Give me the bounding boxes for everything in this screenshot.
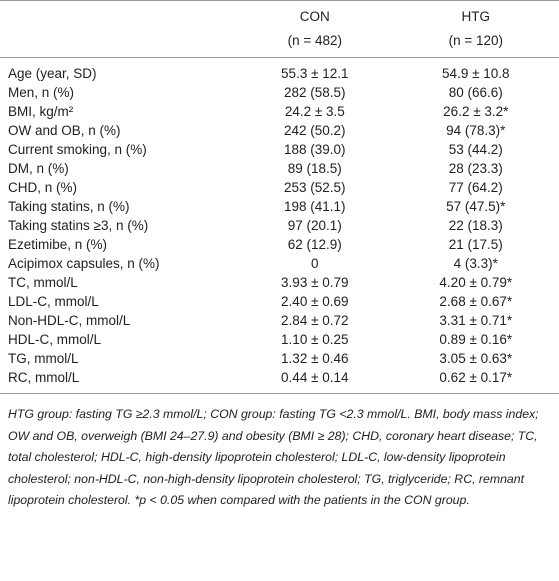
row-label: Acipimox capsules, n (%) xyxy=(8,256,160,271)
cell: 4.20 ± 0.79* xyxy=(439,275,513,290)
cell: 22 (18.3) xyxy=(448,218,503,233)
cell: 24.2 ± 3.5 xyxy=(284,104,345,119)
cell: 0.44 ± 0.14 xyxy=(237,368,393,394)
cell: 57 (47.5)* xyxy=(446,199,506,214)
row-label: CHD, n (%) xyxy=(8,180,78,195)
header-cell: (n = 482) xyxy=(237,25,393,58)
row-label: Men, n (%) xyxy=(8,85,75,100)
header-row: CON HTG xyxy=(0,0,559,25)
cell: 28 (23.3) xyxy=(448,161,503,176)
cell: 55.3 ± 12.1 xyxy=(281,66,349,81)
row-label: TC, mmol/L xyxy=(8,275,78,290)
table-row: TG, mmol/L 1.32 ± 0.46 3.05 ± 0.63* xyxy=(0,349,559,368)
cell: 97 (20.1) xyxy=(287,218,342,233)
cell: 0.62 ± 0.17* xyxy=(392,368,559,394)
cell: 1.32 ± 0.46 xyxy=(281,351,349,366)
cell: 62 (12.9) xyxy=(287,237,342,252)
cell: 2.84 ± 0.72 xyxy=(281,313,349,328)
row-label: RC, mmol/L xyxy=(0,368,237,394)
table-row: Non-HDL-C, mmol/L 2.84 ± 0.72 3.31 ± 0.71* xyxy=(0,311,559,330)
table-row: CHD, n (%) 253 (52.5) 77 (64.2) xyxy=(0,178,559,197)
table-row: Acipimox capsules, n (%) 0 4 (3.3)* xyxy=(0,254,559,273)
table-row: OW and OB, n (%) 242 (50.2) 94 (78.3)* xyxy=(0,121,559,140)
cell: 198 (41.1) xyxy=(284,199,346,214)
cell: 2.68 ± 0.67* xyxy=(439,294,513,309)
cell: 2.40 ± 0.69 xyxy=(281,294,349,309)
cell: 53 (44.2) xyxy=(448,142,503,157)
row-label: Ezetimibe, n (%) xyxy=(8,237,108,252)
header-row: (n = 482) (n = 120) xyxy=(0,25,559,58)
table-row: Men, n (%) 282 (58.5) 80 (66.6) xyxy=(0,83,559,102)
cell: 26.2 ± 3.2* xyxy=(443,104,509,119)
cell: 188 (39.0) xyxy=(284,142,346,157)
cell: 242 (50.2) xyxy=(284,123,346,138)
row-label: OW and OB, n (%) xyxy=(8,123,121,138)
table-row: Age (year, SD) 55.3 ± 12.1 54.9 ± 10.8 xyxy=(0,58,559,84)
cell: 77 (64.2) xyxy=(448,180,503,195)
row-label: BMI, kg/m² xyxy=(8,104,74,119)
cell: 94 (78.3)* xyxy=(446,123,506,138)
cell: 89 (18.5) xyxy=(287,161,342,176)
data-table: CON HTG (n = 482) (n = 120) Age (year, S… xyxy=(0,0,559,394)
cell: 80 (66.6) xyxy=(448,85,503,100)
table-body: Age (year, SD) 55.3 ± 12.1 54.9 ± 10.8 Men,… xyxy=(0,58,559,394)
row-label: Age (year, SD) xyxy=(8,66,97,81)
table-row: LDL-C, mmol/L 2.40 ± 0.69 2.68 ± 0.67* xyxy=(0,292,559,311)
cell: 282 (58.5) xyxy=(284,85,346,100)
cell: 3.05 ± 0.63* xyxy=(439,351,513,366)
header-blank xyxy=(0,0,237,25)
cell: 253 (52.5) xyxy=(284,180,346,195)
cell: 3.93 ± 0.79 xyxy=(281,275,349,290)
cell: 0 xyxy=(311,256,319,271)
row-label: Current smoking, n (%) xyxy=(8,142,147,157)
cell: 0.89 ± 0.16* xyxy=(439,332,513,347)
header-cell: CON xyxy=(237,0,393,25)
table-row: DM, n (%) 89 (18.5) 28 (23.3) xyxy=(0,159,559,178)
table-row: Taking statins, n (%) 198 (41.1) 57 (47.5)… xyxy=(0,197,559,216)
row-label: Non-HDL-C, mmol/L xyxy=(8,313,131,328)
table-row: BMI, kg/m² 24.2 ± 3.5 26.2 ± 3.2* xyxy=(0,102,559,121)
header-cell: HTG xyxy=(392,0,559,25)
cell: 3.31 ± 0.71* xyxy=(439,313,513,328)
row-label: Taking statins ≥3, n (%) xyxy=(8,218,149,233)
header-blank xyxy=(0,25,237,58)
table-row: HDL-C, mmol/L 1.10 ± 0.25 0.89 ± 0.16* xyxy=(0,330,559,349)
cell: 21 (17.5) xyxy=(448,237,503,252)
row-label: DM, n (%) xyxy=(8,161,69,176)
footnote: HTG group: fasting TG ≥2.3 mmol/L; CON g… xyxy=(8,407,539,507)
row-label: TG, mmol/L xyxy=(8,351,79,366)
row-label: Taking statins, n (%) xyxy=(8,199,130,214)
cell: 4 (3.3)* xyxy=(453,256,498,271)
table-row: RC, mmol/L 0.44 ± 0.14 0.62 ± 0.17* xyxy=(0,368,559,394)
table-row: Taking statins ≥3, n (%) 97 (20.1) 22 (18.… xyxy=(0,216,559,235)
row-label: HDL-C, mmol/L xyxy=(8,332,102,347)
table-row: TC, mmol/L 3.93 ± 0.79 4.20 ± 0.79* xyxy=(0,273,559,292)
table-row: Ezetimibe, n (%) 62 (12.9) 21 (17.5) xyxy=(0,235,559,254)
table-row: Current smoking, n (%) 188 (39.0) 53 (44.2… xyxy=(0,140,559,159)
cell: 1.10 ± 0.25 xyxy=(281,332,349,347)
row-label: LDL-C, mmol/L xyxy=(8,294,99,309)
header-cell: (n = 120) xyxy=(392,25,559,58)
cell: 54.9 ± 10.8 xyxy=(442,66,510,81)
